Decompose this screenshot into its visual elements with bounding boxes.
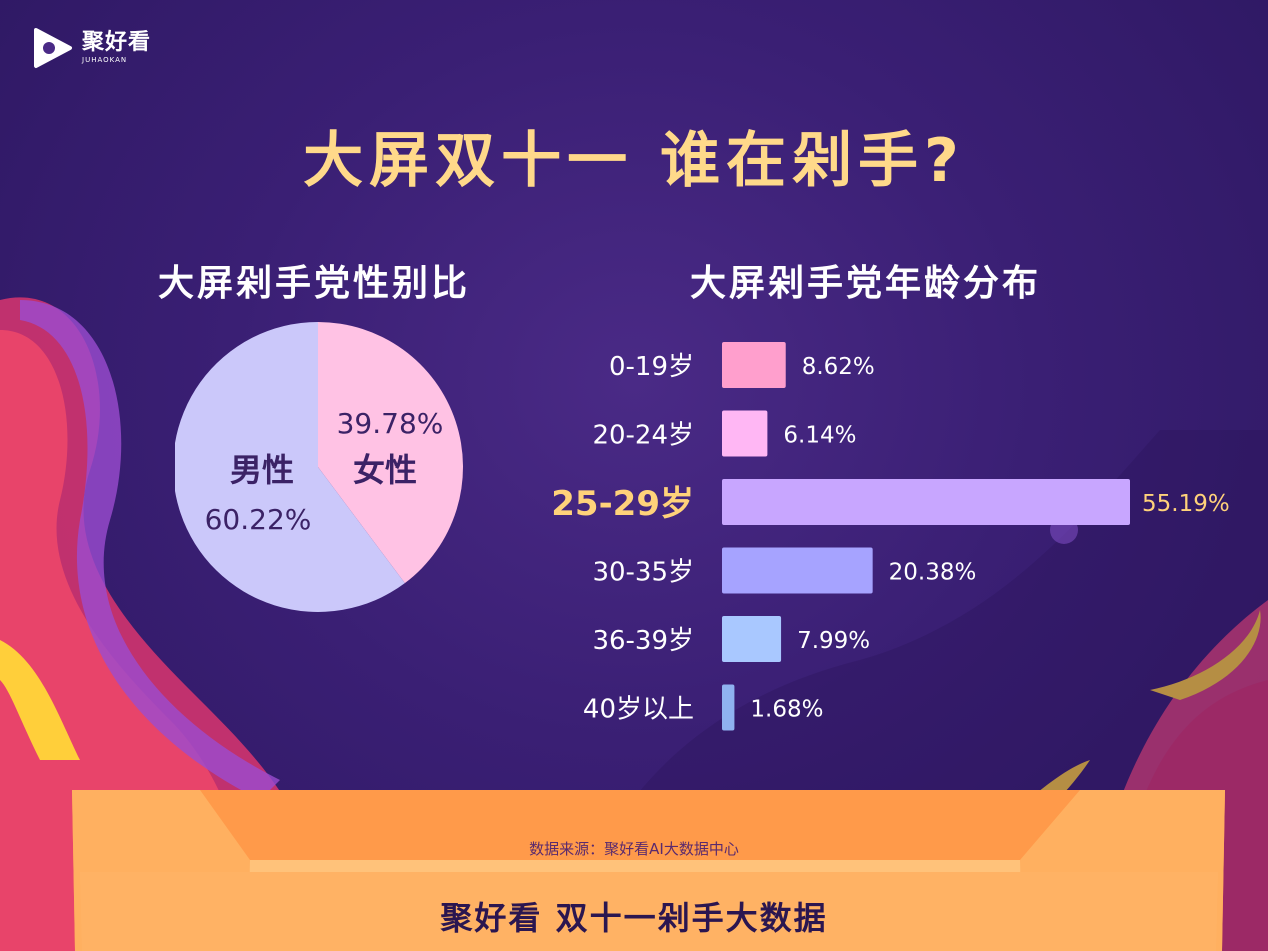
bar-4	[722, 616, 782, 662]
bar-category-label: 0-19岁	[609, 352, 694, 382]
footer-title: 聚好看 双十一剁手大数据	[440, 899, 828, 937]
brand-name: 聚好看	[82, 30, 152, 55]
bar-value-label: 7.99%	[797, 628, 870, 654]
male-value-label: 60.22%	[205, 503, 312, 536]
gender-chart-title: 大屏剁手党性别比	[158, 263, 471, 304]
age-chart-title: 大屏剁手党年龄分布	[690, 263, 1042, 304]
bar-category-label: 36-39岁	[592, 626, 694, 656]
bar-0	[722, 342, 786, 388]
play-icon	[34, 28, 72, 68]
age-bar-chart: 0-19岁 8.62% 20-24岁 6.14% 25-29岁 55.19% 30-35岁 2…	[551, 342, 1230, 731]
data-source: 数据来源：聚好看AI大数据中心	[529, 840, 739, 858]
bar-1	[722, 410, 768, 457]
bar-value-label: 1.68%	[750, 697, 823, 723]
bar-category-label: 20-24岁	[592, 421, 694, 451]
bar-3	[722, 547, 873, 594]
bar-value-label: 20.38%	[889, 560, 977, 586]
female-label: 女性	[353, 451, 417, 489]
bar-value-label: 55.19%	[1142, 491, 1230, 517]
female-value-label: 39.78%	[337, 407, 444, 440]
bar-2	[722, 479, 1130, 525]
brand-sub: JUHAOKAN	[82, 56, 128, 64]
gender-pie-chart: 39.78% 女性 男性 60.22%	[175, 322, 463, 612]
bar-category-label: 25-29岁	[551, 484, 694, 524]
brand-logo: 聚好看 JUHAOKAN	[30, 26, 151, 70]
bar-category-label: 30-35岁	[592, 558, 694, 588]
bar-value-label: 6.14%	[783, 423, 856, 449]
pie-slice-male	[175, 322, 405, 612]
male-label: 男性	[230, 451, 294, 489]
bar-value-label: 8.62%	[802, 354, 875, 380]
pie-slice-female	[318, 322, 463, 584]
bar-category-label: 40岁以上	[583, 695, 694, 725]
page-title: 大屏双十一 谁在剁手?	[303, 126, 965, 196]
bar-5	[722, 684, 735, 731]
